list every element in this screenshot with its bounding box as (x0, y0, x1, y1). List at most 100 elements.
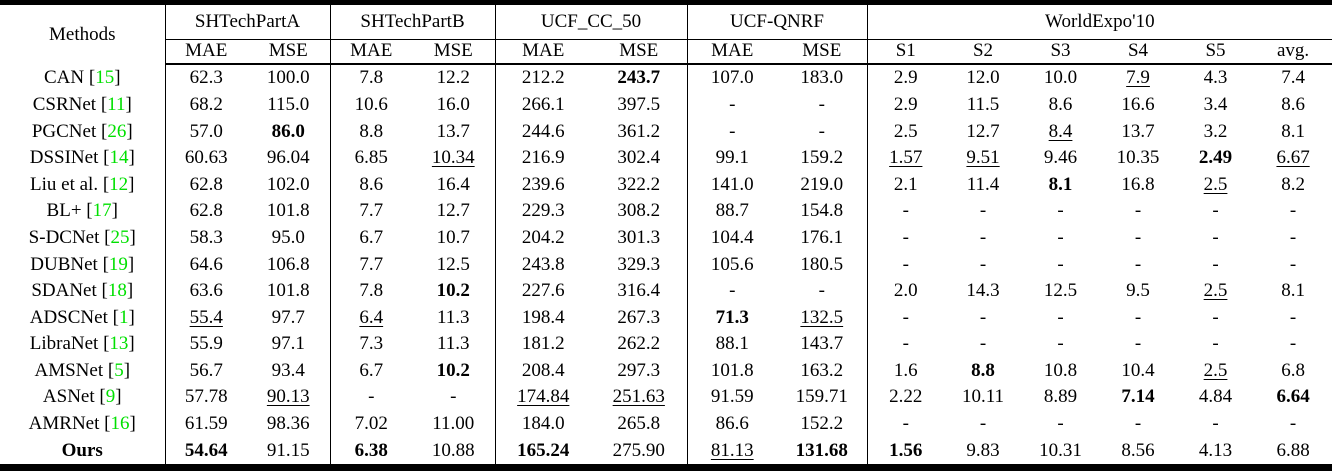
value-cell: 165.24 (517, 439, 570, 461)
method-name: ASNet (42, 386, 95, 408)
value-cell: 198.4 (521, 306, 565, 328)
value-cell: 227.6 (521, 280, 565, 302)
value-cell: 107.0 (710, 67, 754, 89)
value-cell: - (729, 280, 736, 302)
value-cell: 8.6 (1281, 94, 1305, 116)
value-cell: - (1289, 226, 1297, 248)
value-cell: 6.38 (354, 439, 388, 461)
value-cell: 262.2 (591, 330, 688, 358)
method-name: ADSCNet (29, 306, 108, 328)
method-name: SDANet (31, 280, 97, 302)
value-cell: 64.6 (189, 253, 223, 275)
value-cell: 3.4 (1203, 94, 1228, 116)
method-cell: BL+ [17] (0, 198, 166, 225)
value-cell: - (1134, 200, 1142, 222)
table-row: PGCNet [26] 57.0 86.0 8.8 13.7 244.6 361.2 - - 2.… (0, 118, 1332, 145)
value-cell: 55.4 (189, 306, 223, 328)
col-subheader: MSE (591, 39, 688, 65)
value-cell: 95.0 (247, 224, 331, 252)
method-name: DUBNet (30, 253, 98, 275)
value-cell: 2.9 (893, 67, 918, 89)
method-name: BL+ (46, 200, 82, 222)
value-cell: 101.8 (710, 359, 754, 381)
value-cell: - (902, 413, 909, 434)
value-cell: 308.2 (591, 198, 688, 225)
value-cell: 1.57 (889, 147, 923, 169)
method-cell: AMSNet [5] (0, 357, 166, 385)
value-cell: 4.13 (1198, 439, 1233, 461)
col-subheader: MAE (687, 39, 778, 65)
value-cell: - (1289, 413, 1297, 434)
citation-ref: 9 (105, 386, 116, 408)
value-cell: 163.2 (777, 357, 868, 385)
value-cell: 8.1 (1281, 120, 1305, 142)
value-cell: 58.3 (189, 226, 223, 248)
value-cell: 159.71 (777, 384, 868, 411)
value-cell: 99.1 (715, 147, 749, 169)
value-cell: 13.7 (1121, 120, 1155, 142)
value-cell: - (902, 200, 909, 222)
value-cell: 243.7 (591, 64, 688, 92)
value-cell: 91.15 (247, 437, 331, 464)
value-cell: 8.1 (1048, 173, 1073, 195)
value-cell: 3.2 (1203, 120, 1228, 142)
value-cell: 12.0 (966, 67, 1000, 89)
value-cell: 68.2 (189, 94, 223, 116)
col-group-header: SHTechPartA (165, 5, 331, 40)
value-cell: 9.5 (1126, 280, 1150, 302)
value-cell: 13.7 (412, 118, 496, 145)
method-name: CSRNet (32, 94, 97, 116)
value-cell: - (1289, 253, 1297, 275)
table-row: BL+ [17] 62.8 101.8 7.7 12.7 229.3 308.2 88.7 15… (0, 198, 1332, 225)
value-cell: - (1212, 333, 1219, 355)
citation-ref: 14 (109, 147, 129, 169)
value-cell: 10.88 (412, 437, 496, 464)
value-cell: - (1134, 226, 1142, 248)
value-cell: - (1134, 253, 1142, 275)
value-cell: 7.02 (354, 413, 388, 434)
value-cell: 10.11 (962, 386, 1005, 408)
value-cell: 8.4 (1048, 120, 1073, 142)
method-cell: ADSCNet [1] (0, 304, 166, 331)
value-cell: 10.2 (412, 277, 496, 305)
value-cell: 275.90 (591, 437, 688, 464)
value-cell: 141.0 (710, 173, 754, 195)
value-cell: 8.6 (1048, 94, 1073, 116)
value-cell: 8.89 (1043, 386, 1078, 408)
value-cell: - (1134, 413, 1142, 434)
col-subheader: S5 (1177, 39, 1255, 65)
value-cell: - (412, 384, 496, 411)
value-cell: 11.5 (966, 94, 1000, 116)
value-cell: - (1289, 306, 1297, 328)
value-cell: 104.4 (710, 226, 754, 248)
value-cell: 54.64 (184, 439, 228, 461)
table-row: SDANet [18] 63.6 101.8 7.8 10.2 227.6 316.4 - - 2… (0, 277, 1332, 305)
results-table: Methods SHTechPartA SHTechPartB UCF_CC_50 UC… (0, 5, 1332, 464)
value-cell: 60.63 (184, 147, 228, 169)
value-cell: 184.0 (521, 413, 565, 434)
value-cell: 180.5 (777, 251, 868, 278)
value-cell: - (777, 118, 868, 145)
value-cell: - (777, 277, 868, 305)
table-row: DSSINet [14] 60.63 96.04 6.85 10.34 216.9 302.… (0, 144, 1332, 172)
value-cell: 131.68 (777, 437, 868, 464)
value-cell: 7.4 (1281, 67, 1305, 89)
value-cell: 6.7 (359, 359, 384, 381)
value-cell: - (979, 226, 987, 248)
citation-ref: 1 (118, 306, 129, 328)
value-cell: - (1057, 413, 1064, 434)
value-cell: 12.2 (412, 64, 496, 92)
value-cell: - (1212, 413, 1219, 434)
col-subheader: MAE (165, 39, 247, 65)
table-row: LibraNet [13] 55.9 97.1 7.3 11.3 181.2 262.2 88… (0, 330, 1332, 358)
value-cell: 7.3 (359, 333, 384, 355)
col-subheader: MAE (330, 39, 413, 65)
table-row: S-DCNet [25] 58.3 95.0 6.7 10.7 204.2 301.3 104… (0, 224, 1332, 252)
value-cell: 11.3 (412, 330, 496, 358)
value-cell: 1.6 (893, 359, 918, 381)
value-cell: 102.0 (247, 171, 331, 199)
value-cell: 9.46 (1043, 147, 1078, 169)
col-subheader: MSE (412, 39, 496, 65)
value-cell: 106.8 (247, 251, 331, 278)
value-cell: 11.3 (412, 304, 496, 331)
